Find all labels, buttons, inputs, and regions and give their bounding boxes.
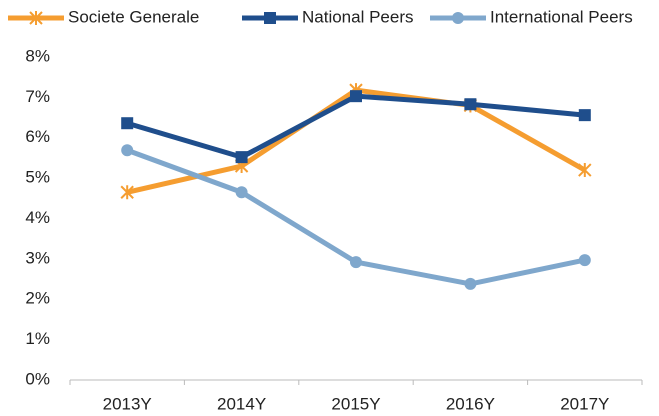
legend-label: International Peers xyxy=(490,7,633,26)
y-tick-label: 4% xyxy=(25,208,50,227)
x-tick-label: 2013Y xyxy=(103,394,152,413)
data-point xyxy=(121,144,134,157)
y-tick-label: 5% xyxy=(25,168,50,187)
legend-label: Societe Generale xyxy=(68,7,199,26)
y-tick-label: 7% xyxy=(25,87,50,106)
data-point xyxy=(235,151,248,164)
data-point xyxy=(121,117,134,130)
data-point xyxy=(578,163,592,178)
x-tick-label: 2017Y xyxy=(560,394,609,413)
legend-label: National Peers xyxy=(302,7,414,26)
data-point xyxy=(578,254,591,267)
y-tick-label: 1% xyxy=(25,329,50,348)
legend-marker xyxy=(264,12,276,24)
data-point xyxy=(578,109,591,122)
data-point xyxy=(464,98,477,111)
x-tick-label: 2014Y xyxy=(217,394,266,413)
series-line xyxy=(126,93,586,160)
x-tick-label: 2016Y xyxy=(446,394,495,413)
data-point xyxy=(235,186,248,199)
y-tick-label: 6% xyxy=(25,127,50,146)
y-tick-label: 3% xyxy=(25,248,50,267)
data-point xyxy=(350,256,362,269)
y-tick-label: 8% xyxy=(25,46,50,65)
data-point xyxy=(350,90,362,103)
y-tick-label: 2% xyxy=(25,289,50,308)
data-point xyxy=(120,185,134,200)
legend-marker xyxy=(452,12,464,24)
data-point xyxy=(464,277,477,290)
x-tick-label: 2015Y xyxy=(331,394,380,413)
y-tick-label: 0% xyxy=(25,369,50,388)
legend-marker xyxy=(29,11,43,25)
